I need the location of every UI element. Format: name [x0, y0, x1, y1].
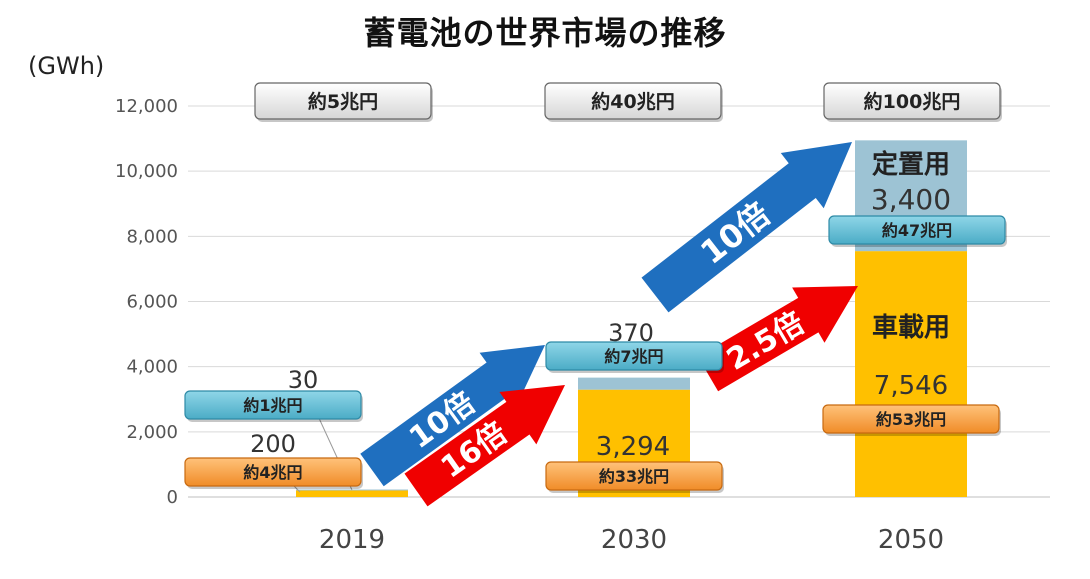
stationary-market-pill-label: 約47兆円 [882, 221, 952, 240]
vehicle-market-pill [822, 404, 1000, 434]
y-tick-label: 6,000 [126, 292, 178, 313]
total-market-pill [544, 82, 722, 120]
total-market-pill [254, 82, 432, 120]
y-tick-label: 10,000 [115, 161, 178, 182]
x-tick-label: 2030 [601, 525, 667, 555]
arrow-vehicle-2019-2030-shape [404, 385, 565, 507]
total-market-pill-label: 約5兆円 [308, 90, 378, 113]
vehicle-value-label: 7,546 [874, 371, 948, 401]
bar-vehicle [296, 490, 408, 497]
y-tick-label: 2,000 [126, 422, 178, 443]
stationary-market-pill-label: 約1兆円 [243, 396, 302, 415]
vehicle-market-pill-label: 約33兆円 [599, 467, 669, 486]
total-market-pill-label: 約40兆円 [591, 90, 674, 113]
y-tick-label: 4,000 [126, 357, 178, 378]
y-tick-label: 12,000 [115, 96, 178, 117]
stationary-value-label: 370 [608, 319, 654, 347]
y-axis-unit-label: (GWh) [28, 52, 105, 80]
arrow-stationary-2019-2030-shape [360, 344, 546, 487]
chart-title: 蓄電池の世界市場の推移 [363, 14, 727, 52]
stationary-market-pill [828, 215, 1006, 245]
arrow-vehicle-2030-2050-shape [697, 286, 858, 392]
vehicle-value-label: 200 [250, 430, 296, 458]
x-tick-label: 2050 [878, 525, 944, 555]
vehicle-market-pill-label: 約53兆円 [876, 410, 946, 429]
total-market-pill [823, 82, 1001, 120]
series-label-vehicle: 車載用 [872, 313, 950, 343]
stationary-market-pill-label: 約7兆円 [604, 347, 663, 366]
stationary-market-pill [184, 390, 362, 420]
stationary-value-label: 3,400 [871, 183, 951, 216]
vehicle-market-pill [184, 457, 362, 487]
y-tick-label: 0 [167, 487, 178, 508]
vehicle-value-label: 3,294 [596, 432, 670, 462]
x-tick-label: 2019 [319, 525, 385, 555]
total-market-pill-label: 約100兆円 [864, 90, 961, 113]
vehicle-market-pill-label: 約4兆円 [243, 463, 302, 482]
stationary-value-label: 30 [288, 366, 319, 394]
bar-stationary [578, 377, 690, 390]
y-tick-label: 8,000 [126, 226, 178, 247]
series-label-stationary: 定置用 [872, 149, 950, 180]
stationary-market-pill [545, 341, 723, 371]
bar-vehicle [855, 251, 967, 497]
vehicle-market-pill [545, 461, 723, 491]
arrow-vehicle-2030-2050: 2.5倍 [697, 286, 858, 392]
arrow-stationary-2030-2050-shape [641, 142, 853, 313]
